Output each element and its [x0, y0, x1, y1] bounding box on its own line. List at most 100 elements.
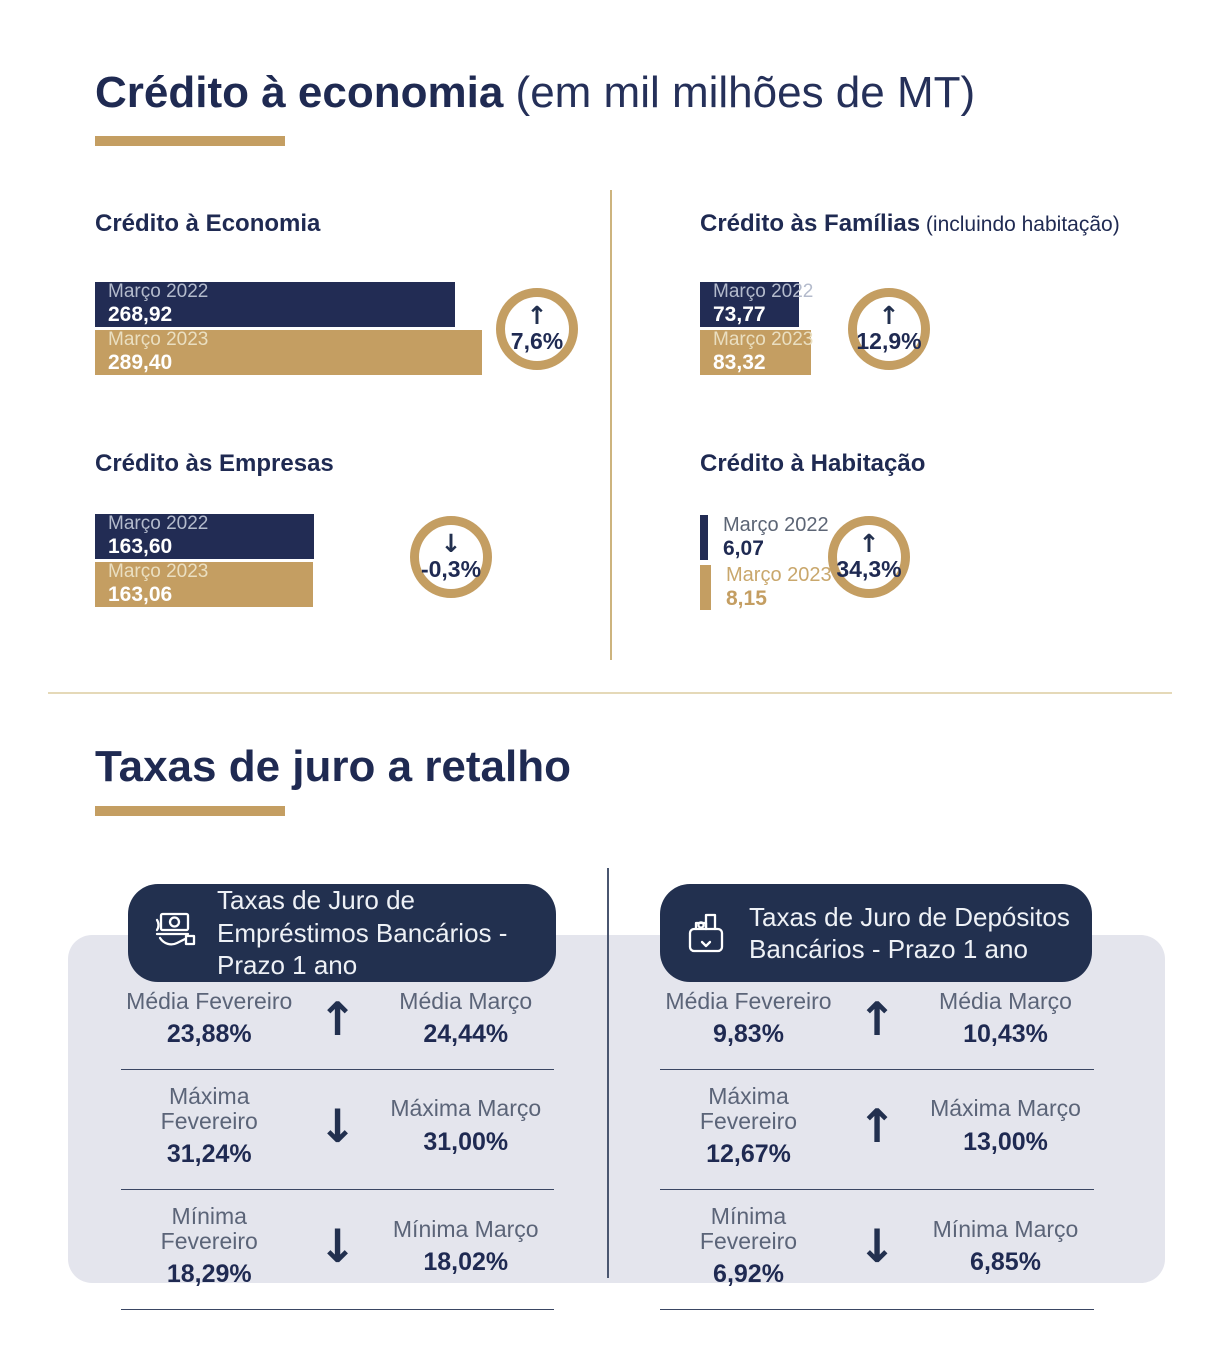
bar-marco-2022: Março 2022 268,92 [95, 280, 455, 327]
rate-value: 23,88% [166, 1020, 252, 1049]
rate-label: Média Março [399, 988, 533, 1014]
bar-row: Março 2022 73,77 [700, 280, 1170, 327]
chart-credito-habitacao: Crédito à Habitação Março 2022 6,07 Març… [700, 450, 1170, 614]
bar-row: Março 2022 268,92 [95, 280, 605, 327]
change-badge: ↑ 34,3% [828, 516, 910, 598]
retail-section-title: Taxas de juro a retalho [95, 742, 572, 791]
change-badge: ↑ 7,6% [496, 288, 578, 370]
change-badge: ↓ -0,3% [410, 516, 492, 598]
bar-marco-2022: Março 2022 163,60 [95, 512, 314, 559]
rate-label: Máxima Fevereiro [699, 1082, 798, 1135]
chart-credito-empresas: Crédito às Empresas Março 2022 163,60 Ma… [95, 450, 605, 610]
rate-label: Máxima Março [390, 1095, 542, 1122]
panel-header-label: Taxas de Juro de Empréstimos Bancários -… [217, 885, 508, 981]
deposits-rate-table: Média Fevereiro 9,83% ↑ Média Março 10,4… [660, 975, 1094, 1310]
change-badge: ↑ 12,9% [848, 288, 930, 370]
title-underline [95, 136, 285, 146]
chart-title: Crédito à Economia [95, 210, 321, 237]
page-title-unit: (em mil milhões de MT) [503, 68, 976, 117]
rate-value: 31,24% [166, 1140, 252, 1169]
chart-title: Crédito às Empresas [95, 450, 334, 477]
bar-row: Março 2022 163,60 [95, 512, 605, 559]
bar-row: Março 2023 83,32 [700, 328, 1170, 375]
bar-marco-2023: Março 2023 163,06 [95, 560, 313, 607]
bar-row: Março 2023 163,06 [95, 560, 605, 607]
loans-rate-table: Média Fevereiro 23,88% ↑ Média Março 24,… [121, 975, 554, 1310]
bar-marco-2022 [700, 515, 708, 561]
chart-title: Crédito às Famílias [700, 210, 921, 237]
rates-vertical-divider [607, 868, 609, 1278]
rate-value: 18,02% [423, 1247, 509, 1276]
arrow-down-icon: ↓ [318, 1099, 357, 1154]
change-percent: 34,3% [836, 556, 902, 583]
rate-label: Máxima Março [930, 1095, 1081, 1122]
bar-value: 268,92 [108, 302, 173, 326]
bar-marco-2023: Março 2023 289,40 [95, 328, 482, 375]
bar-label: Março 2022 [108, 512, 209, 534]
bar-marco-2022: Março 2022 73,77 [700, 280, 814, 327]
section-divider [48, 692, 1172, 694]
bar-row: Março 2022 6,07 [700, 514, 1170, 561]
rate-value: 6,85% [970, 1247, 1041, 1276]
rate-row-media: Média Fevereiro 23,88% ↑ Média Março 24,… [121, 975, 554, 1070]
arrow-up-icon: ↑ [857, 1099, 897, 1154]
rate-value: 6,92% [713, 1260, 784, 1289]
arrow-up-icon: ↑ [858, 529, 880, 559]
bar-value: 6,07 [723, 537, 764, 560]
bar-marco-2023 [700, 565, 711, 611]
bar-value: 73,77 [713, 302, 766, 326]
bar-label: Março 2023 [713, 328, 814, 350]
deposit-box-icon [688, 913, 724, 953]
change-percent: 7,6% [510, 328, 564, 355]
panel-header-label: Taxas de Juro de Depósitos Bancários - P… [749, 901, 1070, 965]
rate-label: Média Março [939, 988, 1072, 1014]
rate-label: Média Fevereiro [665, 988, 832, 1014]
loans-panel-header: Taxas de Juro de Empréstimos Bancários -… [128, 884, 556, 982]
page-title-main: Crédito à economia [95, 68, 504, 117]
arrow-up-icon: ↑ [526, 301, 548, 331]
rate-value: 13,00% [963, 1127, 1048, 1156]
rate-label: Mínima Fevereiro [160, 1202, 258, 1255]
top-vertical-divider [610, 190, 612, 660]
bar-value: 83,32 [713, 350, 766, 374]
rate-value: 18,29% [166, 1260, 252, 1289]
arrow-up-icon: ↑ [857, 991, 897, 1046]
change-percent: 12,9% [856, 328, 922, 355]
rate-label: Mínima Fevereiro [699, 1202, 798, 1255]
rate-row-maxima: Máxima Fevereiro 31,24% ↓ Máxima Março 3… [121, 1070, 554, 1190]
chart-credito-economia: Crédito à Economia Março 2022 268,92 Mar… [95, 210, 605, 378]
money-hand-icon [155, 912, 196, 946]
bar-label: Março 2022 [108, 280, 209, 302]
rate-value: 31,00% [423, 1127, 509, 1156]
arrow-down-icon: ↓ [318, 1219, 357, 1274]
rate-label: Máxima Fevereiro [160, 1082, 258, 1135]
bar-label: Março 2022 [713, 280, 814, 302]
arrow-up-icon: ↑ [878, 301, 900, 331]
rate-value: 12,67% [706, 1140, 791, 1169]
page-title: Crédito à economia (em mil milhões de MT… [95, 68, 975, 119]
bar-value: 8,15 [726, 587, 767, 611]
rates-panel-background [68, 935, 1165, 1283]
title-underline [95, 806, 285, 816]
bar-label: Março 2023 [726, 564, 832, 587]
rate-row-minima: Mínima Fevereiro 18,29% ↓ Mínima Março 1… [121, 1190, 554, 1310]
chart-subtitle: (incluindo habitação) [920, 213, 1120, 236]
bar-value: 163,06 [108, 582, 173, 606]
arrow-down-icon: ↓ [857, 1219, 897, 1274]
arrow-up-icon: ↑ [318, 991, 357, 1046]
bar-marco-2023: Março 2023 83,32 [700, 328, 814, 375]
bar-value: 289,40 [108, 350, 173, 374]
bar-row: Março 2023 289,40 [95, 328, 605, 375]
rate-row-maxima: Máxima Fevereiro 12,67% ↑ Máxima Março 1… [660, 1070, 1094, 1190]
arrow-down-icon: ↓ [440, 529, 462, 559]
bar-label: Março 2022 [723, 514, 829, 536]
rate-row-minima: Mínima Fevereiro 6,92% ↓ Mínima Março 6,… [660, 1190, 1094, 1310]
chart-credito-familias: Crédito às Famílias (incluindo habitação… [700, 210, 1170, 378]
rate-label: Mínima Março [932, 1215, 1079, 1242]
bar-label: Março 2023 [108, 328, 209, 350]
bar-label: Março 2023 [108, 560, 209, 582]
rate-row-media: Média Fevereiro 9,83% ↑ Média Março 10,4… [660, 975, 1094, 1070]
chart-title: Crédito à Habitação [700, 450, 926, 477]
bar-value: 163,60 [108, 534, 173, 558]
bar-row: Março 2023 8,15 [700, 564, 1170, 611]
